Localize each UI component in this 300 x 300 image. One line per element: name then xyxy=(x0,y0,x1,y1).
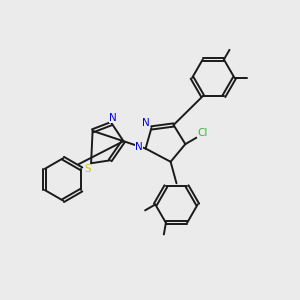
Text: N: N xyxy=(135,142,143,152)
Text: N: N xyxy=(109,112,117,123)
Text: S: S xyxy=(85,164,92,173)
Text: Cl: Cl xyxy=(197,128,208,138)
Text: N: N xyxy=(142,118,150,128)
